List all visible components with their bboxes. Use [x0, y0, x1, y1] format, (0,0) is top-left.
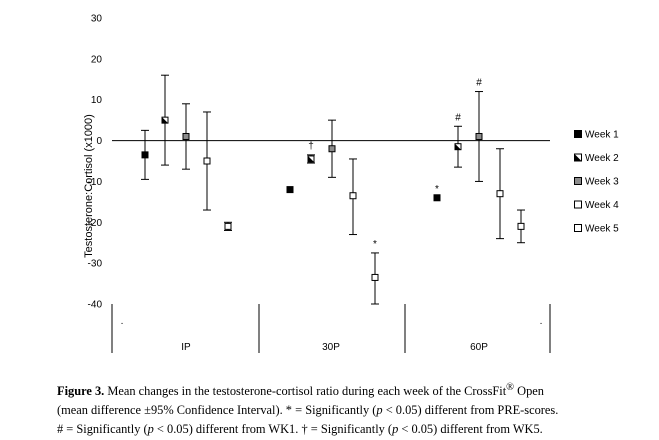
data-point [371, 273, 379, 281]
legend-marker [574, 130, 582, 138]
caption-text-3b: < 0.05) different from WK1. † = Signific… [153, 422, 393, 437]
y-tick-label: -10 [88, 177, 103, 188]
legend-label: Week 4 [585, 200, 619, 211]
caption-p-italic: p [392, 422, 399, 437]
legend-label: Week 1 [585, 130, 619, 141]
caption-p-italic: p [376, 403, 383, 418]
caption-p-italic: p [147, 422, 154, 437]
y-tick-label: 30 [91, 14, 103, 25]
significance-annotation: † [308, 141, 314, 152]
y-tick-label: 20 [91, 54, 103, 65]
chart: 30 20 10 0 -10 -20 -30 -40 † * * # # IP 30P 60P · · Wee… [83, 14, 619, 353]
data-point [328, 145, 336, 153]
caption-text-3c: < 0.05) different from WK5. [398, 422, 543, 437]
y-tick-label: -40 [88, 300, 103, 311]
caption-line-1: Figure 3. Mean changes in the testostero… [57, 378, 653, 401]
caption-figure-label: Figure 3. [57, 384, 105, 399]
caption-text-2-end: < 0.05) different from PRE-scores. [382, 403, 559, 418]
caption-line-3: # = Significantly (p < 0.05) different f… [57, 420, 653, 439]
caption-text-1: Mean changes in the testosterone-cortiso… [104, 384, 507, 399]
legend-marker [574, 177, 582, 185]
figure-caption: Figure 3. Mean changes in the testostero… [57, 378, 653, 439]
stray-mark: · [120, 318, 123, 329]
y-axis-title: Testosterone:Cortisol (x1000) [83, 114, 95, 258]
y-tick-label: 0 [96, 136, 102, 147]
y-tick-label: 10 [91, 95, 103, 106]
significance-annotation: * [435, 184, 439, 195]
marker-fill [574, 154, 582, 161]
data-point [496, 190, 504, 198]
data-point [475, 132, 483, 140]
error-bars [141, 74, 525, 305]
significance-annotation: # [455, 112, 461, 123]
y-tick-label: -20 [88, 218, 103, 229]
axes [111, 140, 551, 353]
data-point [182, 132, 190, 140]
x-group-label: IP [181, 342, 191, 353]
legend-marker [574, 224, 582, 232]
significance-annotations: † * * # # [308, 78, 482, 250]
data-point [349, 192, 357, 200]
legend-label: Week 5 [585, 224, 619, 235]
data-point [141, 151, 149, 159]
data-point [161, 116, 169, 124]
x-group-label: 60P [470, 342, 488, 353]
data-point [433, 194, 441, 202]
legend-label: Week 2 [585, 153, 619, 164]
data-point [286, 186, 294, 194]
legend: Week 1 Week 2 Week 3 Week 4 Week 5 [574, 130, 619, 235]
legend-label: Week 3 [585, 177, 619, 188]
caption-text-3a: # = Significantly ( [57, 422, 148, 437]
y-axis-tick-labels: 30 20 10 0 -10 -20 -30 -40 [88, 14, 103, 311]
caption-line-2: (mean difference ±95% Confidence Interva… [57, 401, 653, 420]
caption-text-1-end: Open [514, 384, 544, 399]
y-tick-label: -30 [88, 259, 103, 270]
data-point [307, 155, 315, 163]
marker-fill [162, 117, 168, 124]
x-group-labels: IP 30P 60P · · [120, 318, 542, 353]
marker-fill [455, 143, 461, 150]
caption-text-2: (mean difference ±95% Confidence Interva… [57, 403, 377, 418]
data-point [224, 222, 232, 230]
legend-marker [574, 200, 582, 209]
registered-mark: ® [506, 382, 515, 393]
data-point [203, 157, 211, 165]
data-point [454, 143, 462, 151]
legend-marker [574, 153, 582, 162]
significance-annotation: * [373, 239, 377, 250]
data-points [141, 116, 525, 281]
stray-mark: · [539, 318, 542, 329]
data-point [517, 222, 525, 230]
significance-annotation: # [476, 78, 482, 89]
x-group-label: 30P [322, 342, 340, 353]
marker-fill [308, 155, 314, 162]
